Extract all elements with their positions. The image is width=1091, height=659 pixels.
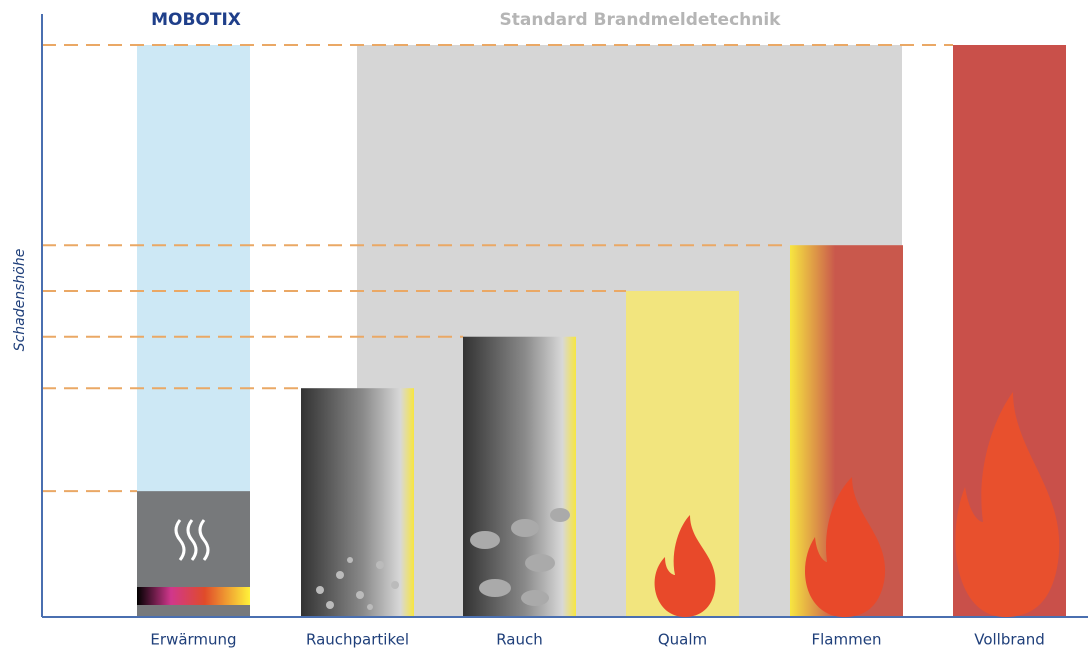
bar	[301, 388, 414, 617]
annotation: Standard Brandmeldetechnik	[500, 10, 782, 30]
y-axis-label: Schadenshöhe	[12, 249, 28, 352]
x-tick-label: Qualm	[658, 631, 707, 649]
x-tick-label: Erwärmung	[150, 631, 236, 649]
bar	[463, 336, 576, 617]
annotation: MOBOTIX	[151, 10, 241, 30]
x-tick-label: Vollbrand	[974, 631, 1045, 649]
decoration	[137, 392, 1060, 617]
x-tick-label: Flammen	[812, 631, 882, 649]
x-tick-label: Rauchpartikel	[306, 631, 409, 649]
x-tick-label: Rauch	[496, 631, 543, 649]
